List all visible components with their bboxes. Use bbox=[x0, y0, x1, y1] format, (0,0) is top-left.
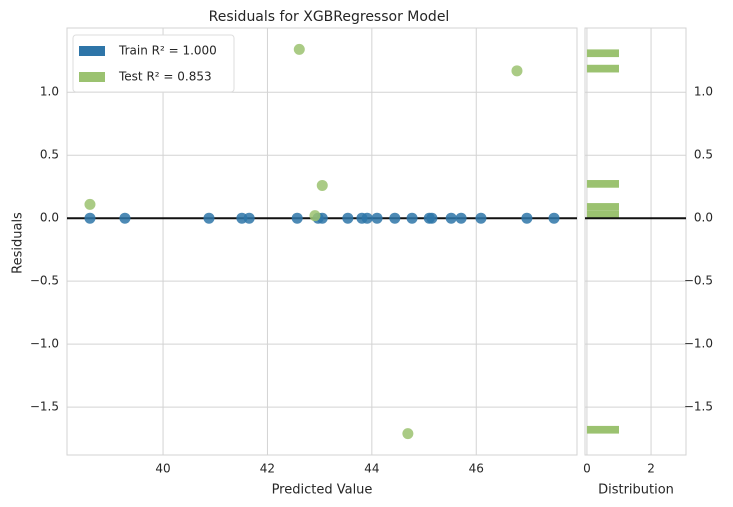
legend-swatch bbox=[79, 46, 105, 56]
x-tick-label: 0 bbox=[583, 462, 591, 476]
y-tick-label: −0.5 bbox=[30, 274, 59, 288]
data-point bbox=[371, 212, 383, 224]
y-tick-label: −1.0 bbox=[30, 337, 59, 351]
data-point bbox=[293, 43, 305, 55]
hist-bar bbox=[586, 203, 619, 211]
data-point bbox=[342, 212, 354, 224]
legend-label: Test R² = 0.853 bbox=[118, 70, 212, 84]
data-point bbox=[402, 428, 414, 440]
data-point bbox=[475, 212, 487, 224]
legend-box bbox=[72, 34, 235, 93]
plot-area bbox=[584, 27, 687, 456]
data-point bbox=[548, 212, 560, 224]
data-point bbox=[84, 198, 96, 210]
data-point bbox=[445, 212, 457, 224]
data-point bbox=[84, 212, 96, 224]
y-tick-label: −1.5 bbox=[30, 400, 59, 414]
y-tick-label: −1.5 bbox=[684, 400, 713, 414]
y-tick-label: 1.0 bbox=[40, 85, 59, 99]
x-tick-label: 42 bbox=[260, 462, 275, 476]
legend-swatch bbox=[79, 72, 105, 82]
x-tick-label: 40 bbox=[155, 462, 170, 476]
hist-bar bbox=[586, 49, 619, 58]
y-axis-label: Residuals bbox=[11, 212, 26, 274]
hist-bar bbox=[586, 180, 619, 188]
x-axis-label: Predicted Value bbox=[272, 483, 373, 498]
y-tick-label: −1.0 bbox=[684, 337, 713, 351]
legend: Train R² = 1.000 Test R² = 0.853 bbox=[72, 34, 235, 93]
y-tick-label: 0.5 bbox=[40, 148, 59, 162]
data-point bbox=[316, 179, 328, 191]
data-point bbox=[426, 212, 438, 224]
x-tick-label: 46 bbox=[469, 462, 484, 476]
hist-bar bbox=[586, 64, 619, 73]
y-tick-label: 0.0 bbox=[40, 211, 59, 225]
plot-area bbox=[66, 27, 578, 456]
data-point bbox=[119, 212, 131, 224]
legend-label: Train R² = 1.000 bbox=[118, 44, 217, 58]
data-point bbox=[291, 212, 303, 224]
data-point bbox=[521, 212, 533, 224]
y-tick-label: 0.5 bbox=[694, 148, 713, 162]
x-tick-label: 44 bbox=[364, 462, 379, 476]
data-point bbox=[309, 210, 321, 222]
chart-title: Residuals for XGBRegressor Model bbox=[209, 9, 450, 25]
data-point bbox=[361, 212, 373, 224]
hist-bar bbox=[586, 425, 619, 434]
data-point bbox=[389, 212, 401, 224]
data-point bbox=[511, 65, 523, 77]
y-tick-label: −0.5 bbox=[684, 274, 713, 288]
hist-bar bbox=[586, 210, 619, 219]
data-point bbox=[406, 212, 418, 224]
y-tick-label: 0.0 bbox=[694, 211, 713, 225]
hist-x-label: Distribution bbox=[598, 483, 674, 498]
data-point bbox=[203, 212, 215, 224]
x-tick-label: 2 bbox=[647, 462, 655, 476]
y-tick-label: 1.0 bbox=[694, 85, 713, 99]
data-point bbox=[455, 212, 467, 224]
data-point bbox=[243, 212, 255, 224]
